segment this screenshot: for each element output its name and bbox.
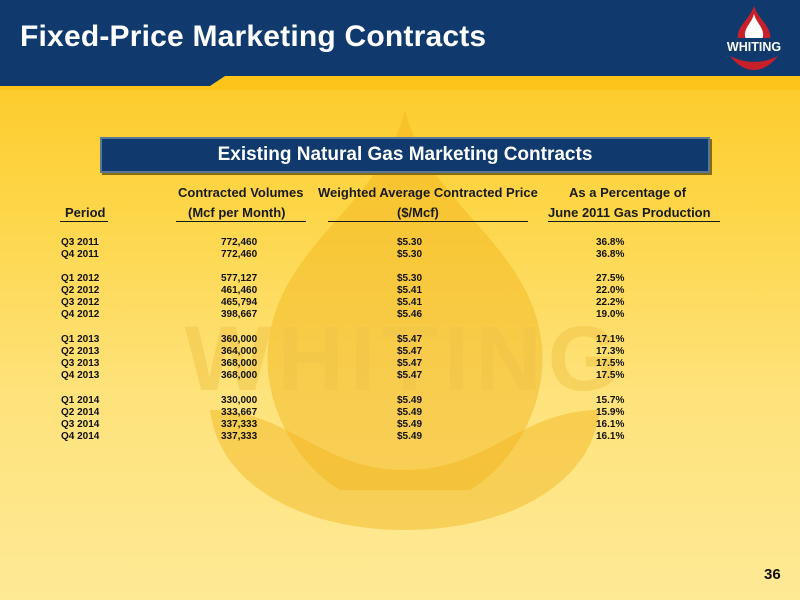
table-row: Q1 2013 360,000 $5.47 17.1% (0, 334, 800, 346)
period-cell: Q4 2014 (61, 431, 100, 442)
period-cell: Q4 2011 (61, 249, 99, 260)
pct-cell: 16.1% (596, 419, 625, 430)
pct-cell: 17.3% (596, 346, 625, 357)
table-row: Q2 2013 364,000 $5.47 17.3% (0, 346, 800, 358)
pct-cell: 36.8% (596, 249, 625, 260)
logo-text: WHITING (727, 40, 781, 54)
volume-cell: 368,000 (221, 358, 258, 369)
whiting-logo-icon: WHITING (716, 6, 792, 70)
volume-cell: 337,333 (221, 419, 258, 430)
table-row: Q4 2011 772,460 $5.30 36.8% (0, 249, 800, 261)
price-cell: $5.30 (397, 273, 423, 284)
volumes-header-line1: Contracted Volumes (178, 185, 304, 200)
table-row: Q4 2012 398,667 $5.46 19.0% (0, 309, 800, 321)
period-cell: Q3 2011 (61, 237, 99, 248)
period-cell: Q4 2013 (61, 370, 100, 381)
pct-underline (548, 221, 720, 222)
volume-cell: 398,667 (221, 309, 258, 320)
pct-cell: 22.0% (596, 285, 625, 296)
price-cell: $5.41 (397, 285, 423, 296)
period-cell: Q3 2013 (61, 358, 100, 369)
period-cell: Q3 2012 (61, 297, 100, 308)
pct-cell: 22.2% (596, 297, 625, 308)
header-accent-stripe (0, 76, 800, 90)
price-cell: $5.46 (397, 309, 423, 320)
period-cell: Q2 2013 (61, 346, 100, 357)
watermark-text: WHITING (185, 308, 626, 410)
table-row: Q3 2011 772,460 $5.30 36.8% (0, 237, 800, 249)
price-cell: $5.47 (397, 346, 423, 357)
volume-cell: 368,000 (221, 370, 258, 381)
period-header: Period (65, 205, 106, 220)
period-cell: Q1 2013 (61, 334, 100, 345)
volumes-header-line2: (Mcf per Month) (188, 205, 286, 220)
price-cell: $5.49 (397, 431, 423, 442)
table-row: Q4 2013 368,000 $5.47 17.5% (0, 370, 800, 382)
pct-cell: 17.5% (596, 370, 625, 381)
pct-cell: 27.5% (596, 273, 625, 284)
pct-header-line1: As a Percentage of (569, 185, 687, 200)
price-cell: $5.49 (397, 407, 423, 418)
pct-cell: 15.7% (596, 395, 625, 406)
table-row: Q3 2013 368,000 $5.47 17.5% (0, 358, 800, 370)
table-row: Q2 2012 461,460 $5.41 22.0% (0, 285, 800, 297)
page-title: Fixed-Price Marketing Contracts (20, 20, 487, 53)
table-row: Q3 2014 337,333 $5.49 16.1% (0, 419, 800, 431)
table-row: Q2 2014 333,667 $5.49 15.9% (0, 407, 800, 419)
pct-cell: 19.0% (596, 309, 625, 320)
pct-cell: 17.1% (596, 334, 625, 345)
price-cell: $5.47 (397, 370, 423, 381)
price-cell: $5.47 (397, 358, 423, 369)
table-row: Q1 2012 577,127 $5.30 27.5% (0, 273, 800, 285)
header-bar: Fixed-Price Marketing Contracts WHITING (0, 0, 800, 90)
volume-cell: 337,333 (221, 431, 258, 442)
volume-cell: 577,127 (221, 273, 258, 284)
table-row: Q3 2012 465,794 $5.41 22.2% (0, 297, 800, 309)
price-header-line1: Weighted Average Contracted Price (318, 185, 538, 200)
period-cell: Q1 2014 (61, 395, 100, 406)
price-cell: $5.49 (397, 419, 423, 430)
section-banner: Existing Natural Gas Marketing Contracts (100, 137, 710, 173)
period-cell: Q2 2012 (61, 285, 100, 296)
page-number: 36 (764, 566, 781, 583)
volume-cell: 772,460 (221, 249, 258, 260)
price-cell: $5.30 (397, 237, 423, 248)
period-underline (60, 221, 108, 222)
volume-cell: 333,667 (221, 407, 258, 418)
volume-cell: 360,000 (221, 334, 258, 345)
period-cell: Q2 2014 (61, 407, 100, 418)
price-cell: $5.47 (397, 334, 423, 345)
volume-cell: 772,460 (221, 237, 258, 248)
pct-cell: 17.5% (596, 358, 625, 369)
pct-cell: 15.9% (596, 407, 625, 418)
volume-cell: 364,000 (221, 346, 258, 357)
period-cell: Q3 2014 (61, 419, 100, 430)
volumes-underline (176, 221, 306, 222)
pct-cell: 36.8% (596, 237, 625, 248)
pct-cell: 16.1% (596, 431, 625, 442)
table-row: Q1 2014 330,000 $5.49 15.7% (0, 395, 800, 407)
volume-cell: 330,000 (221, 395, 258, 406)
volume-cell: 465,794 (221, 297, 258, 308)
pct-header-line2: June 2011 Gas Production (548, 205, 711, 220)
whiting-watermark: WHITING (185, 110, 626, 530)
period-cell: Q1 2012 (61, 273, 100, 284)
volume-cell: 461,460 (221, 285, 258, 296)
price-underline (328, 221, 528, 222)
period-cell: Q4 2012 (61, 309, 100, 320)
price-header-line2: ($/Mcf) (397, 205, 439, 220)
price-cell: $5.41 (397, 297, 423, 308)
table-row: Q4 2014 337,333 $5.49 16.1% (0, 431, 800, 443)
price-cell: $5.49 (397, 395, 423, 406)
price-cell: $5.30 (397, 249, 423, 260)
